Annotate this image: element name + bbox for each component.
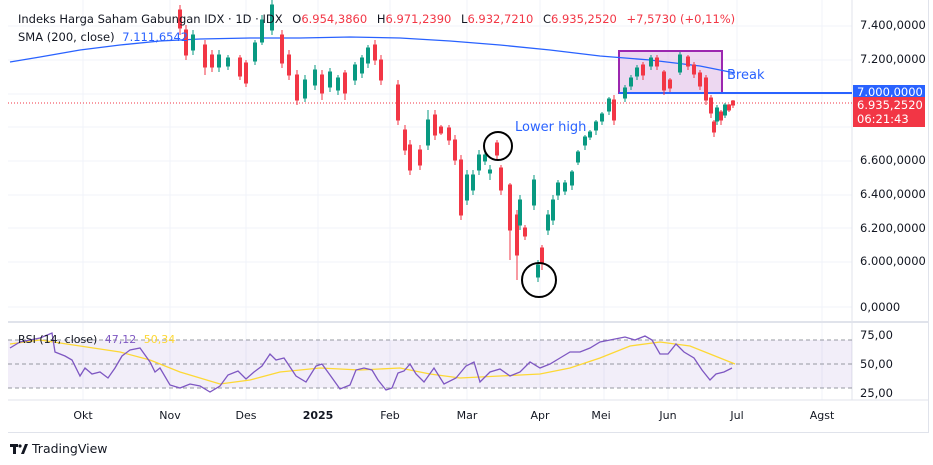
last-price-tag[interactable]: 6.935,2520 06:21:43 bbox=[853, 97, 925, 127]
rsi-line bbox=[9, 332, 733, 393]
bottom-circle[interactable] bbox=[521, 262, 557, 298]
low-value: 6.932,7210 bbox=[467, 12, 534, 26]
open-value: 6.954,3860 bbox=[301, 12, 368, 26]
time-label: Des bbox=[235, 409, 257, 422]
sma-value: 7.111,6542 bbox=[122, 30, 189, 44]
last-price-value: 6.935,2520 bbox=[857, 98, 923, 112]
price-tick: 6.000,0000 bbox=[860, 254, 926, 268]
symbol-title: Indeks Harga Saham Gabungan IDX · 1D · I… bbox=[18, 12, 283, 26]
symbol-legend[interactable]: Indeks Harga Saham Gabungan IDX · 1D · I… bbox=[18, 12, 735, 26]
time-label: Nov bbox=[159, 409, 181, 422]
high-value: 6.971,2390 bbox=[385, 12, 452, 26]
lower-high-circle[interactable] bbox=[483, 131, 513, 161]
lower-high-annotation[interactable]: Lower high bbox=[515, 120, 587, 135]
time-label: Agst bbox=[809, 409, 835, 422]
tradingview-brand[interactable]: TradingView bbox=[32, 441, 108, 456]
time-label: Jul bbox=[730, 409, 744, 422]
price-tick: 7.400,0000 bbox=[860, 18, 926, 32]
level-price-tag[interactable]: 7.000,0000 bbox=[853, 85, 925, 100]
rsi-tick: 75,00 bbox=[860, 328, 893, 342]
rsi-ma-value: 50,34 bbox=[143, 333, 176, 346]
sma-label: SMA (200, close) bbox=[18, 30, 115, 44]
open-label: O bbox=[292, 12, 302, 26]
break-annotation[interactable]: Break bbox=[727, 68, 765, 83]
candlesticks bbox=[178, 0, 735, 282]
chart-frame bbox=[8, 0, 929, 433]
low-label: L bbox=[461, 12, 468, 26]
price-tick: 0,0000 bbox=[860, 300, 901, 314]
change-value: +7,5730 (+0,11%) bbox=[626, 12, 736, 26]
close-value: 6.935,2520 bbox=[550, 12, 617, 26]
brand-name: TradingView bbox=[32, 441, 108, 456]
time-label: Feb bbox=[380, 409, 400, 422]
high-label: H bbox=[376, 12, 386, 26]
rsi-tick: 25,00 bbox=[860, 386, 893, 400]
time-label: Apr bbox=[530, 409, 550, 422]
time-label-year: 2025 bbox=[302, 409, 334, 422]
price-tick: 6.200,0000 bbox=[860, 221, 926, 235]
rsi-tick: 50,00 bbox=[860, 357, 893, 371]
price-tick: 6.600,0000 bbox=[860, 153, 926, 167]
rsi-legend[interactable]: RSI (14, close) 47,12 50,34 bbox=[18, 333, 175, 346]
price-tick: 7.200,0000 bbox=[860, 52, 926, 66]
bar-countdown: 06:21:43 bbox=[857, 112, 909, 126]
tradingview-logo-icon bbox=[10, 444, 28, 454]
rsi-levels bbox=[8, 339, 852, 389]
close-label: C bbox=[542, 12, 551, 26]
rsi-value: 47,12 bbox=[104, 333, 137, 346]
time-label: Jun bbox=[659, 409, 677, 422]
rsi-label: RSI (14, close) bbox=[18, 333, 98, 346]
rsi-ma-line bbox=[9, 339, 736, 385]
price-tick: 6.400,0000 bbox=[860, 187, 926, 201]
sma-legend[interactable]: SMA (200, close) 7.111,6542 bbox=[18, 30, 188, 44]
time-label: Okt bbox=[73, 409, 93, 422]
grid bbox=[8, 0, 852, 400]
time-label: Mei bbox=[591, 409, 611, 422]
sma-line bbox=[9, 36, 736, 74]
time-label: Mar bbox=[456, 409, 478, 422]
